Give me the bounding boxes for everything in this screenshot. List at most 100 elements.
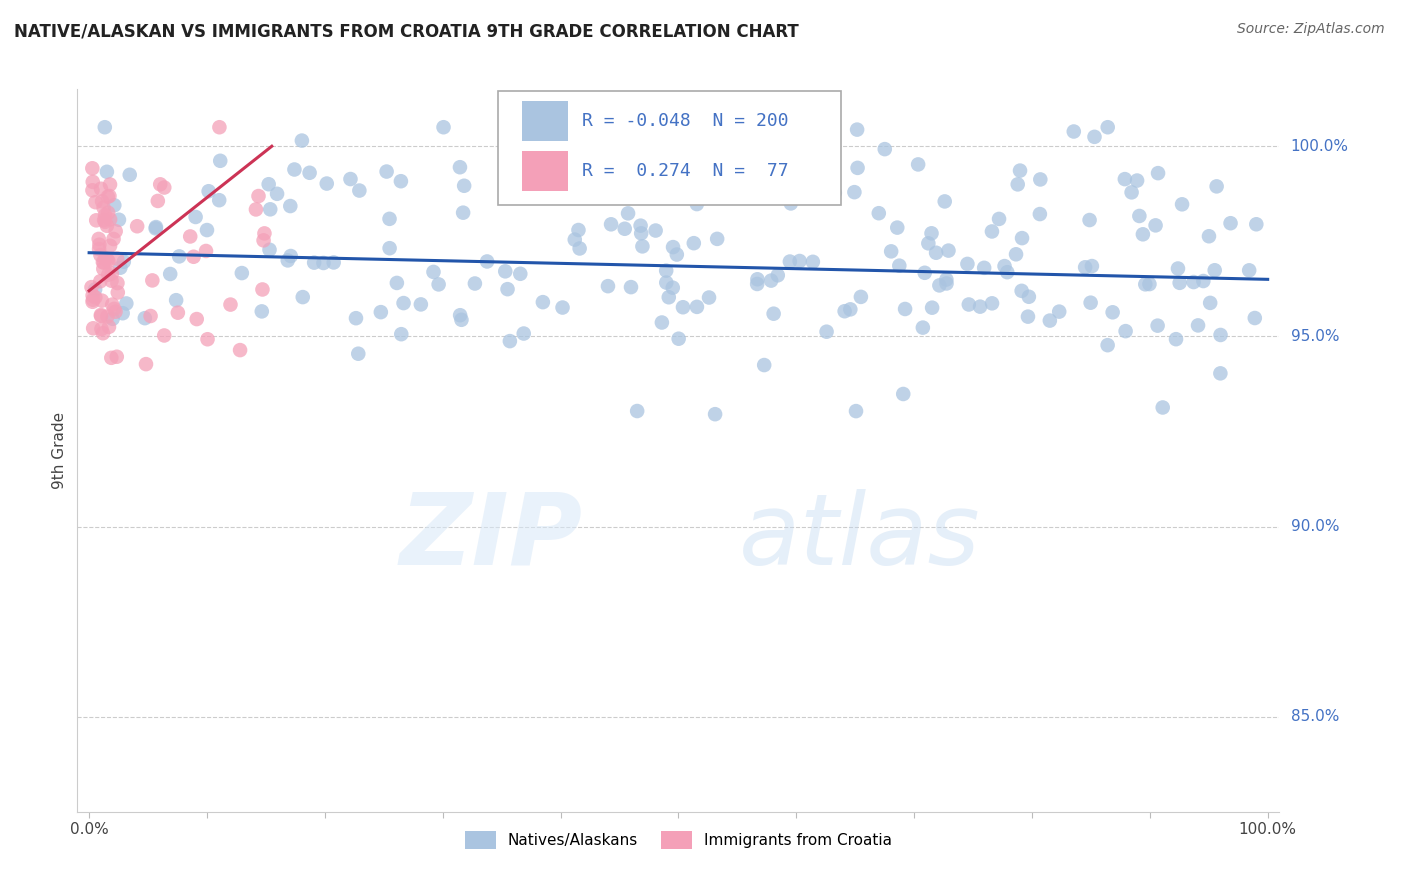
- Point: [911, 320, 934, 334]
- Point: [298, 166, 321, 180]
- Point: [127, 219, 149, 234]
- Point: [283, 162, 305, 177]
- Y-axis label: 9th Grade: 9th Grade: [52, 412, 67, 489]
- Point: [90, 182, 112, 196]
- Point: [179, 229, 201, 244]
- Point: [617, 206, 640, 220]
- Point: [969, 300, 991, 314]
- Point: [278, 199, 301, 213]
- Point: [509, 267, 531, 281]
- Point: [247, 189, 270, 203]
- Point: [464, 277, 486, 291]
- Point: [427, 277, 450, 292]
- Bar: [522, 102, 568, 141]
- Point: [257, 178, 280, 192]
- Point: [973, 260, 995, 275]
- Point: [84, 213, 107, 227]
- Point: [280, 249, 302, 263]
- Point: [686, 197, 709, 211]
- Point: [935, 277, 957, 291]
- Point: [450, 313, 472, 327]
- Point: [520, 120, 543, 135]
- Point: [1008, 163, 1031, 178]
- Point: [1219, 216, 1241, 230]
- Point: [824, 186, 846, 200]
- Point: [907, 157, 929, 171]
- Point: [631, 239, 654, 253]
- Point: [917, 236, 939, 251]
- Point: [100, 274, 122, 288]
- Point: [846, 161, 869, 175]
- Point: [995, 265, 1018, 279]
- Point: [620, 280, 643, 294]
- Point: [197, 184, 219, 198]
- Point: [889, 259, 911, 273]
- Point: [291, 290, 314, 304]
- Point: [1168, 276, 1191, 290]
- Point: [613, 221, 636, 235]
- Point: [107, 285, 129, 300]
- Point: [219, 297, 242, 311]
- Point: [101, 297, 124, 311]
- Point: [834, 304, 856, 318]
- Point: [651, 316, 673, 330]
- Point: [1063, 124, 1085, 138]
- Point: [101, 311, 124, 326]
- Point: [794, 159, 817, 173]
- Point: [385, 276, 408, 290]
- Point: [103, 198, 125, 212]
- Point: [165, 293, 187, 308]
- Point: [1029, 172, 1052, 186]
- Point: [886, 220, 908, 235]
- Point: [82, 321, 104, 335]
- Point: [1187, 318, 1209, 333]
- Point: [259, 202, 281, 217]
- Point: [139, 309, 162, 323]
- Point: [94, 208, 117, 222]
- Point: [704, 407, 727, 421]
- Point: [844, 185, 866, 199]
- Point: [84, 290, 107, 304]
- FancyBboxPatch shape: [498, 91, 841, 205]
- Point: [252, 283, 274, 297]
- Point: [1097, 338, 1119, 352]
- Point: [105, 252, 128, 266]
- Point: [97, 268, 120, 282]
- Point: [596, 279, 619, 293]
- Point: [90, 322, 112, 336]
- Point: [921, 301, 943, 315]
- Point: [797, 165, 820, 179]
- Point: [801, 255, 824, 269]
- Point: [1114, 172, 1136, 186]
- Point: [934, 194, 956, 209]
- Point: [108, 212, 131, 227]
- Point: [1167, 261, 1189, 276]
- Point: [250, 304, 273, 318]
- Point: [84, 282, 107, 296]
- Point: [815, 325, 838, 339]
- Point: [115, 296, 138, 310]
- Point: [277, 253, 299, 268]
- Point: [1074, 260, 1097, 275]
- Point: [868, 206, 890, 220]
- Point: [524, 168, 547, 182]
- Point: [94, 120, 117, 135]
- Point: [1192, 274, 1215, 288]
- Point: [96, 219, 118, 233]
- Point: [105, 350, 128, 364]
- Point: [682, 236, 704, 251]
- Point: [630, 227, 652, 241]
- Point: [747, 188, 769, 202]
- Point: [93, 201, 115, 215]
- Point: [1246, 217, 1268, 231]
- Point: [658, 290, 681, 304]
- Point: [82, 183, 104, 197]
- Point: [98, 319, 121, 334]
- Point: [112, 254, 135, 268]
- Point: [1237, 263, 1260, 277]
- Point: [98, 212, 121, 227]
- Point: [630, 219, 652, 233]
- Point: [87, 232, 110, 246]
- Point: [80, 280, 103, 294]
- Point: [302, 255, 325, 269]
